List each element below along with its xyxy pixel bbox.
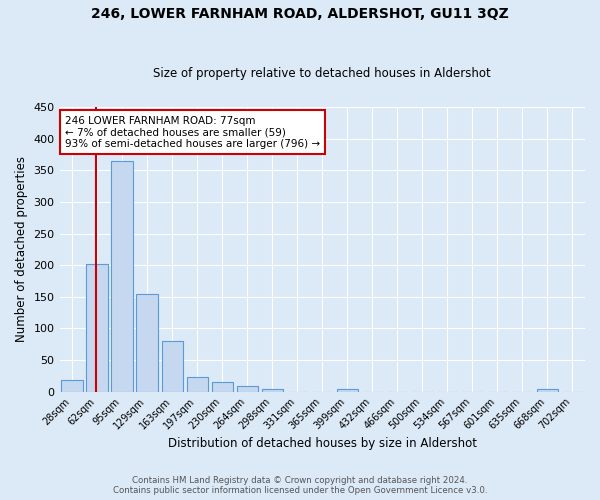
Bar: [161, 341, 183, 392]
Text: 246, LOWER FARNHAM ROAD, ALDERSHOT, GU11 3QZ: 246, LOWER FARNHAM ROAD, ALDERSHOT, GU11…: [91, 8, 509, 22]
Bar: [262, 388, 283, 392]
Title: Size of property relative to detached houses in Aldershot: Size of property relative to detached ho…: [154, 66, 491, 80]
Bar: [537, 389, 558, 392]
Text: 246 LOWER FARNHAM ROAD: 77sqm
← 7% of detached houses are smaller (59)
93% of se: 246 LOWER FARNHAM ROAD: 77sqm ← 7% of de…: [65, 116, 320, 149]
Text: Contains HM Land Registry data © Crown copyright and database right 2024.
Contai: Contains HM Land Registry data © Crown c…: [113, 476, 487, 495]
Bar: [61, 380, 83, 392]
Bar: [212, 382, 233, 392]
Bar: [86, 264, 108, 392]
Bar: [136, 294, 158, 392]
Bar: [112, 161, 133, 392]
Bar: [236, 386, 258, 392]
Bar: [187, 377, 208, 392]
Y-axis label: Number of detached properties: Number of detached properties: [15, 156, 28, 342]
X-axis label: Distribution of detached houses by size in Aldershot: Distribution of detached houses by size …: [168, 437, 477, 450]
Bar: [337, 388, 358, 392]
